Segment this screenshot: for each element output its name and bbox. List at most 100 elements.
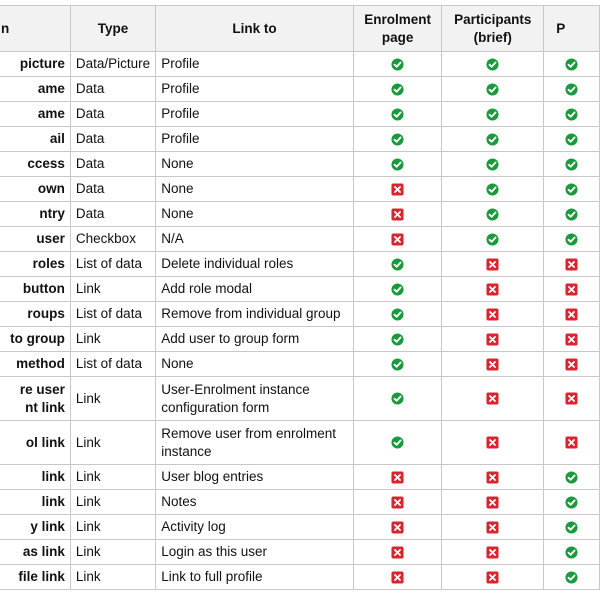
cell-last-column — [543, 176, 600, 202]
check-icon — [486, 233, 499, 246]
header-enrolment-page: Enrolment page — [352, 5, 443, 52]
table-row: to group Link Add user to group form — [0, 326, 600, 352]
table-row: ame Data Profile — [0, 101, 600, 127]
cell-participants-brief — [441, 420, 545, 465]
cell-link-to: None — [155, 201, 354, 227]
cross-icon — [486, 496, 499, 509]
cell-participants-brief — [441, 564, 545, 590]
cell-enrolment-page — [352, 51, 443, 77]
cell-name: button — [0, 276, 71, 302]
cell-participants-brief — [441, 76, 545, 102]
check-icon — [391, 308, 404, 321]
check-icon — [565, 233, 578, 246]
check-icon — [565, 571, 578, 584]
cell-last-column — [543, 539, 600, 565]
cell-name: re user nt link — [0, 376, 71, 421]
cell-participants-brief — [441, 489, 545, 515]
cell-enrolment-page — [352, 564, 443, 590]
cell-link-to: None — [155, 351, 354, 377]
cross-icon — [486, 392, 499, 405]
cell-last-column — [543, 276, 600, 302]
cell-participants-brief — [441, 251, 545, 277]
cross-icon — [486, 358, 499, 371]
cell-participants-brief — [441, 51, 545, 77]
cell-last-column — [543, 101, 600, 127]
cell-enrolment-page — [352, 326, 443, 352]
cell-name: picture — [0, 51, 71, 77]
cell-enrolment-page — [352, 539, 443, 565]
cell-type: Link — [69, 326, 157, 352]
cell-type: Link — [69, 489, 157, 515]
cross-icon — [565, 436, 578, 449]
cell-type: Checkbox — [69, 226, 157, 252]
check-icon — [391, 258, 404, 271]
cell-name: user — [0, 226, 71, 252]
cross-icon — [391, 521, 404, 534]
cross-icon — [486, 521, 499, 534]
check-icon — [565, 183, 578, 196]
cross-icon — [391, 496, 404, 509]
cross-icon — [486, 436, 499, 449]
cell-enrolment-page — [352, 201, 443, 227]
cell-type: Data — [69, 151, 157, 177]
cell-participants-brief — [441, 101, 545, 127]
header-type: Type — [69, 5, 157, 52]
cross-icon — [565, 333, 578, 346]
cross-icon — [391, 208, 404, 221]
cell-link-to: Activity log — [155, 514, 354, 540]
cross-icon — [486, 333, 499, 346]
check-icon — [486, 208, 499, 221]
check-icon — [391, 333, 404, 346]
cell-link-to: Notes — [155, 489, 354, 515]
cell-enrolment-page — [352, 251, 443, 277]
cell-enrolment-page — [352, 276, 443, 302]
check-icon — [391, 358, 404, 371]
cell-enrolment-page — [352, 101, 443, 127]
cell-last-column — [543, 251, 600, 277]
cross-icon — [486, 308, 499, 321]
cross-icon — [565, 358, 578, 371]
check-icon — [391, 392, 404, 405]
cell-enrolment-page — [352, 376, 443, 421]
cross-icon — [486, 571, 499, 584]
cell-last-column — [543, 326, 600, 352]
cell-name: ame — [0, 76, 71, 102]
check-icon — [565, 521, 578, 534]
cell-participants-brief — [441, 126, 545, 152]
table-row: ccess Data None — [0, 151, 600, 177]
cell-enrolment-page — [352, 489, 443, 515]
cell-link-to: None — [155, 176, 354, 202]
cell-link-to: Remove user from enrolment instance — [155, 420, 354, 465]
check-icon — [391, 283, 404, 296]
cell-type: Data — [69, 201, 157, 227]
cell-name: ol link — [0, 420, 71, 465]
cell-name: roups — [0, 301, 71, 327]
cell-link-to: Link to full profile — [155, 564, 354, 590]
cell-type: Link — [69, 420, 157, 465]
feature-table: n Type Link to Enrolment page Participant… — [0, 5, 600, 590]
cell-type: Data — [69, 126, 157, 152]
table-row: picture Data/Picture Profile — [0, 51, 600, 77]
cell-name: as link — [0, 539, 71, 565]
cell-last-column — [543, 464, 600, 490]
cell-name: link — [0, 464, 71, 490]
check-icon — [391, 133, 404, 146]
cell-type: Link — [69, 564, 157, 590]
cell-name: ccess — [0, 151, 71, 177]
cell-name: ame — [0, 101, 71, 127]
header-name: n — [0, 5, 71, 52]
cross-icon — [565, 258, 578, 271]
header-last-column: P — [543, 5, 600, 52]
cross-icon — [391, 233, 404, 246]
cross-icon — [391, 183, 404, 196]
cell-enrolment-page — [352, 176, 443, 202]
cell-enrolment-page — [352, 464, 443, 490]
check-icon — [486, 83, 499, 96]
check-icon — [565, 133, 578, 146]
cell-name: to group — [0, 326, 71, 352]
cell-participants-brief — [441, 201, 545, 227]
table-row: own Data None — [0, 176, 600, 202]
cell-name: file link — [0, 564, 71, 590]
check-icon — [486, 158, 499, 171]
cell-last-column — [543, 489, 600, 515]
